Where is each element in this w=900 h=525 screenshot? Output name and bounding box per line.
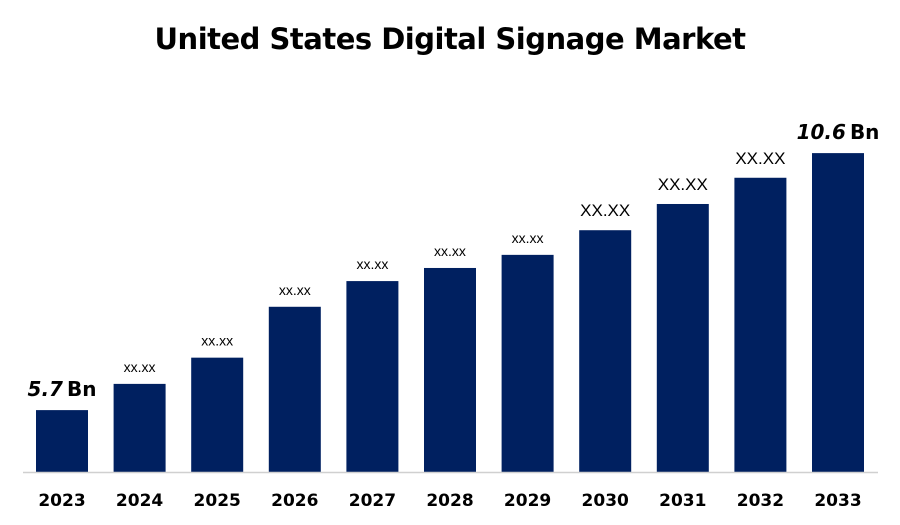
- data-label: xx.xx: [434, 243, 466, 259]
- bar-2029: [501, 254, 554, 472]
- data-label: 10.6 Bn: [797, 120, 880, 144]
- data-label-unit: Bn: [67, 377, 96, 401]
- bar-2027: [346, 281, 399, 472]
- chart-title: United States Digital Signage Market: [154, 22, 747, 56]
- x-tick-label: 2032: [737, 491, 784, 511]
- x-tick-label: 2025: [194, 491, 241, 511]
- data-label-value: 10.6: [797, 120, 846, 144]
- bar-2028: [424, 267, 476, 472]
- bar-2032: [734, 177, 787, 472]
- data-label: xx.xx: [124, 359, 156, 375]
- data-label: 5.7 Bn: [28, 377, 97, 401]
- data-label: xx.xx: [512, 230, 544, 246]
- x-tick-label: 2029: [504, 491, 551, 511]
- x-tick-label: 2030: [582, 491, 629, 511]
- data-label: xx.xx: [279, 282, 311, 298]
- bar-2023: [36, 410, 88, 472]
- data-label: XX.XX: [658, 175, 708, 194]
- bar-2033: [812, 153, 864, 472]
- data-label-unit: Bn: [850, 120, 879, 144]
- x-tick-label: 2024: [116, 491, 163, 511]
- bar-2025: [191, 357, 244, 472]
- bar-2024: [113, 383, 166, 472]
- data-label: XX.XX: [580, 201, 630, 220]
- x-tick-label: 2033: [814, 491, 861, 511]
- bar-2031: [656, 203, 709, 472]
- x-tick-label: 2026: [271, 491, 318, 511]
- x-tick-label: 2031: [659, 491, 706, 511]
- bar-2026: [268, 306, 321, 472]
- data-label: xx.xx: [356, 256, 388, 272]
- x-tick-label: 2027: [349, 491, 396, 511]
- data-label: XX.XX: [735, 149, 785, 168]
- data-label: xx.xx: [201, 333, 233, 349]
- data-label-value: 5.7: [28, 377, 64, 401]
- x-tick-label: 2023: [38, 491, 85, 511]
- bar-2030: [579, 230, 632, 472]
- x-tick-label: 2028: [426, 491, 473, 511]
